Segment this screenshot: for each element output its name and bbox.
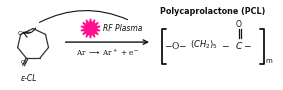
Text: Ar $\longrightarrow$ Ar$^+$ + e$^-$: Ar $\longrightarrow$ Ar$^+$ + e$^-$ [76,48,139,58]
Text: O: O [17,31,22,36]
Text: $(CH_2)_5$: $(CH_2)_5$ [190,39,218,51]
Polygon shape [81,19,100,38]
Text: $C$: $C$ [235,40,243,50]
Text: RF Plasma: RF Plasma [103,24,143,33]
Text: $-$: $-$ [243,40,251,50]
Text: O: O [236,20,242,29]
Text: $-$: $-$ [221,40,230,50]
Text: O: O [21,60,26,65]
Text: Polycaprolactone (PCL): Polycaprolactone (PCL) [160,7,265,16]
Text: ε-CL: ε-CL [21,74,37,83]
Text: $-$O$-$: $-$O$-$ [164,40,187,50]
Text: m: m [266,58,273,64]
